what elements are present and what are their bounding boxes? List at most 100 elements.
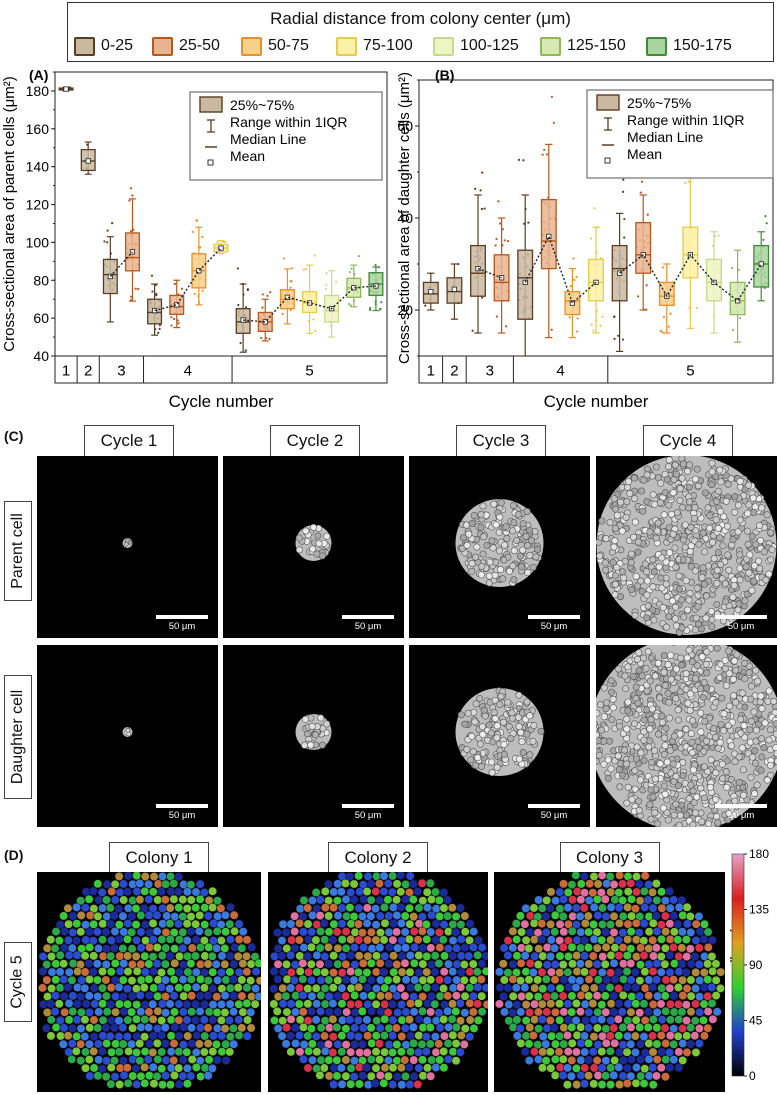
data-point [617,334,620,337]
cell [400,1055,410,1065]
cell [613,1014,623,1024]
cell [657,1047,666,1057]
data-point [289,308,292,312]
cell [679,536,687,544]
cell [609,695,617,703]
cell [89,1046,99,1056]
cell [760,548,768,556]
cell [191,903,201,913]
cell [597,935,607,945]
cell [654,519,662,527]
cell [109,911,119,921]
cell [324,911,334,921]
cell [273,944,283,953]
cell [97,888,107,897]
mean-marker [218,245,224,251]
cell [51,1023,61,1032]
cell [46,999,56,1009]
cell [234,935,244,944]
cell [682,811,690,819]
cell [708,623,716,631]
cell [684,699,692,707]
cell [545,1016,555,1025]
data-point [325,283,328,286]
cell [160,959,170,969]
cell [362,983,372,993]
cell [434,927,444,937]
cell [63,982,73,992]
cell [468,520,476,528]
cell [324,1071,334,1081]
cell [663,475,671,483]
cell [459,534,467,542]
cell [686,959,696,969]
cell [615,1080,624,1089]
cell [686,927,696,937]
cell [396,983,406,993]
data-point [717,234,720,237]
data-point [369,306,372,310]
cell [596,726,598,733]
cell [72,902,82,912]
cell [568,895,577,905]
cell [600,959,610,969]
cell [212,1039,221,1049]
box-legend-label: 25%~75% [230,97,294,113]
data-point [501,228,504,231]
data-point [497,200,500,203]
cell [649,491,657,499]
iqr-swatch [199,96,223,113]
cell [679,556,687,564]
cell [94,1055,104,1065]
cell [81,935,91,945]
cell [491,715,499,723]
cell [685,596,693,604]
cell [371,904,380,914]
cell [72,919,82,929]
cell [622,982,632,992]
cell [383,879,393,889]
cell [76,927,86,937]
scale-bar: 50 μm [715,804,767,821]
cell [156,982,166,992]
cycle-label: 1 [427,363,435,380]
cell [250,952,260,962]
cell [592,1056,602,1065]
cell [68,928,78,937]
cycle-column-label: Cycle 3 [456,425,546,457]
cell [456,920,466,930]
cell [602,566,610,574]
cell [682,952,692,962]
cell [606,1080,616,1090]
cell [669,1039,679,1049]
cell [242,983,252,993]
cell [465,998,475,1008]
colony-image [122,727,133,737]
cell [627,550,635,558]
cell [76,1039,86,1049]
cell [207,1064,217,1073]
cell [409,1007,419,1017]
cell [501,541,509,549]
cell [669,1007,679,1017]
cell [600,713,608,721]
cell [443,911,453,921]
cell [538,1063,548,1073]
cell [707,998,717,1008]
cell [617,498,625,506]
cell [774,757,777,765]
data-point [481,171,484,174]
data-point [312,318,315,321]
cell [93,911,103,921]
cell [329,951,339,961]
cell [460,927,470,937]
cell [669,489,677,497]
cell [405,1080,415,1089]
cell [225,935,235,944]
cell [699,693,707,701]
cell [366,927,376,937]
cell [745,569,753,577]
cell [589,934,599,944]
cell [234,999,244,1009]
cell [182,1000,192,1009]
